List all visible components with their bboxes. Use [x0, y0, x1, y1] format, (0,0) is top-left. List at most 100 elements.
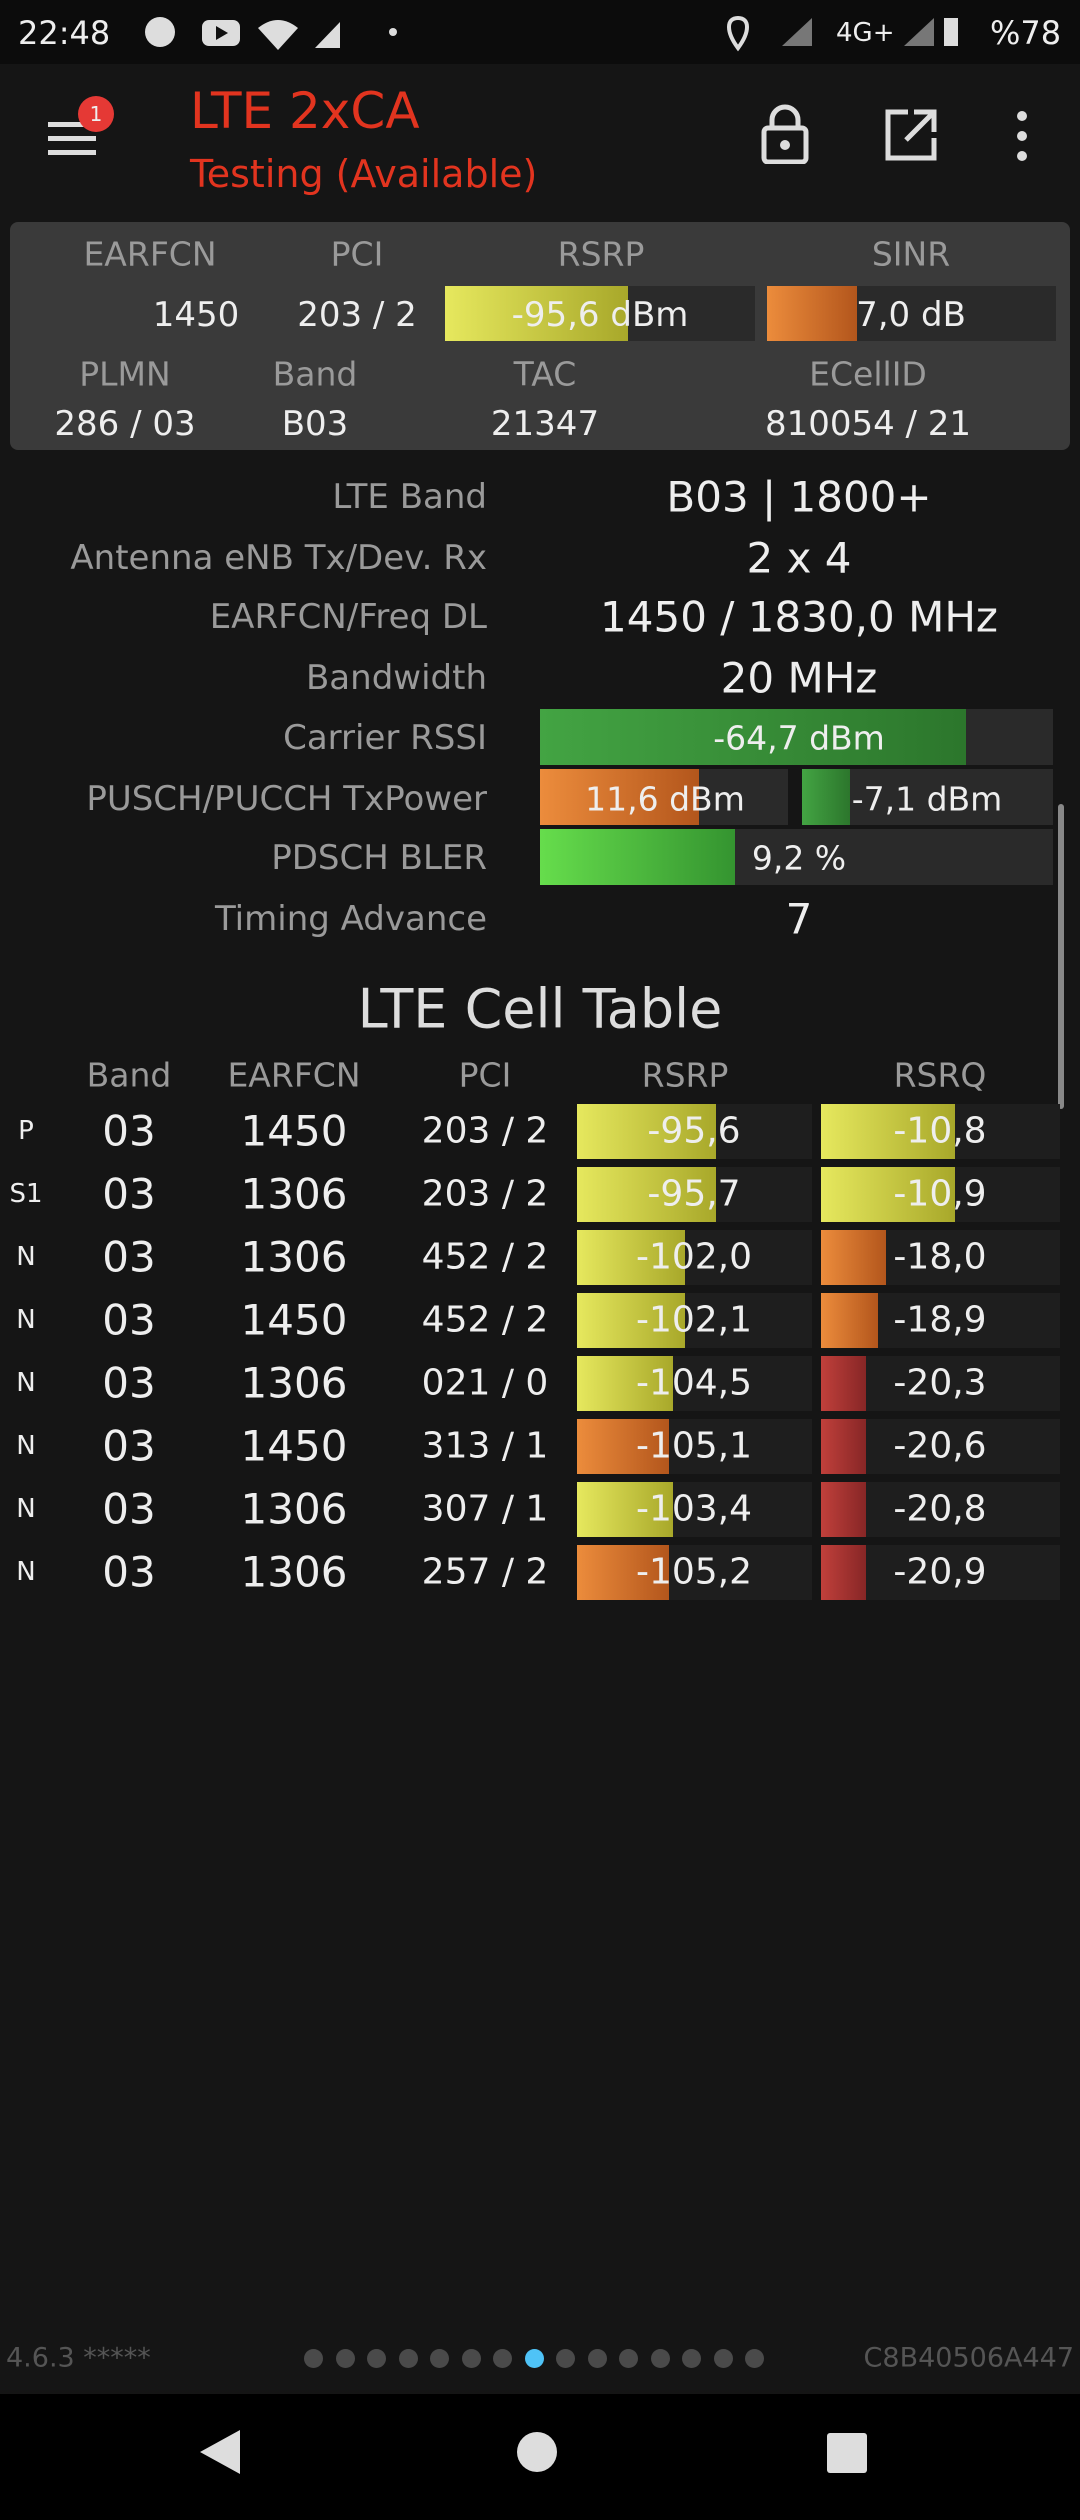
- nav-buttons: [200, 2430, 867, 2474]
- cell-type: N: [16, 1305, 36, 1335]
- info-label: EARFCN/Freq DL: [209, 597, 487, 637]
- cell: -105,1: [635, 1425, 753, 1467]
- menu-button[interactable]: [44, 110, 104, 160]
- cell: -95,6: [647, 1110, 741, 1152]
- bler-bar: [540, 829, 1053, 885]
- cell: -20,3: [893, 1362, 987, 1404]
- cell: 03: [102, 1232, 156, 1282]
- cell: -20,9: [893, 1551, 987, 1593]
- cell: 1450: [240, 1295, 348, 1345]
- scrollbar: [1058, 804, 1064, 1109]
- cell: 452 / 2: [421, 1236, 549, 1278]
- pusch-bar: [540, 769, 788, 825]
- rsrp-bar: [577, 1419, 812, 1474]
- network-type: 4G+: [836, 18, 895, 48]
- cell: 03: [102, 1421, 156, 1471]
- cell: 03: [102, 1547, 156, 1597]
- page-dot: [524, 2349, 544, 2368]
- cell: 03: [102, 1484, 156, 1534]
- cell: -10,8: [893, 1110, 987, 1152]
- cell: -102,1: [635, 1299, 753, 1341]
- title: LTE 2xCA: [190, 82, 420, 140]
- status-bar: [0, 0, 1080, 64]
- info-value: 7: [785, 894, 813, 944]
- info-value: B03 | 1800+: [666, 472, 932, 522]
- summary-value: 1450: [152, 295, 240, 335]
- rsrq-bar: [821, 1230, 1060, 1285]
- summary-value: -95,6 dBm: [511, 295, 689, 335]
- cell: 1450: [240, 1421, 348, 1471]
- summary-value: 286 / 03: [54, 404, 196, 444]
- cell: 1306: [240, 1547, 348, 1597]
- info-value: 9,2 %: [751, 838, 847, 878]
- version: 4.6.3 *****: [6, 2342, 151, 2374]
- rsrq-bar: [821, 1104, 1060, 1159]
- cell: 1306: [240, 1169, 348, 1219]
- column-header: Band: [86, 1055, 172, 1095]
- summary-label: PCI: [330, 234, 384, 274]
- status-icons: [145, 17, 397, 50]
- rsrp-bar: [577, 1293, 812, 1348]
- rsrq-bar: [821, 1482, 1060, 1537]
- summary-label: ECellID: [809, 354, 927, 394]
- page-dot: [493, 2349, 512, 2368]
- cell: -20,6: [893, 1425, 987, 1467]
- open-button[interactable]: [884, 108, 938, 162]
- sinr-bar: [767, 286, 1056, 341]
- page-dot: [619, 2349, 638, 2368]
- cell: 021 / 0: [421, 1362, 549, 1404]
- cell-type: N: [16, 1431, 36, 1461]
- cell-type: N: [16, 1242, 36, 1272]
- cell: 307 / 1: [421, 1488, 549, 1530]
- cell: -102,0: [635, 1236, 753, 1278]
- cell: 313 / 1: [421, 1425, 549, 1467]
- cell: 1306: [240, 1484, 348, 1534]
- cell: -104,5: [635, 1362, 753, 1404]
- summary-label: SINR: [871, 234, 951, 274]
- rsrq-bar: [821, 1419, 1060, 1474]
- rsrp-bar: [577, 1356, 812, 1411]
- summary-value: B03: [281, 404, 349, 444]
- rsrp-bar: [577, 1545, 812, 1600]
- page-dot: [398, 2349, 418, 2368]
- lock-button[interactable]: [760, 104, 810, 164]
- page-dot: [650, 2349, 670, 2368]
- cell: -18,9: [893, 1299, 987, 1341]
- cell: 03: [102, 1106, 156, 1156]
- rssi-bar: [540, 709, 1053, 765]
- home-button[interactable]: [517, 2432, 557, 2472]
- page-dot: [713, 2349, 733, 2368]
- cell: 1306: [240, 1358, 348, 1408]
- summary-value: 7,0 dB: [856, 295, 966, 335]
- cell: 257 / 2: [421, 1551, 549, 1593]
- page-dot: [745, 2349, 764, 2368]
- cell: -18,0: [893, 1236, 987, 1278]
- page-dot: [367, 2349, 386, 2368]
- summary-label: PLMN: [79, 354, 171, 394]
- page-dot: [587, 2349, 607, 2368]
- pucch-bar: [802, 769, 1053, 825]
- back-button[interactable]: [200, 2430, 240, 2474]
- cell-type: N: [16, 1368, 36, 1398]
- rsrq-bar: [821, 1167, 1060, 1222]
- table-title: LTE Cell Table: [357, 977, 723, 1041]
- info-value: 11,6 dBm: [585, 779, 745, 819]
- recents-button[interactable]: [827, 2433, 867, 2473]
- cell: -10,9: [893, 1173, 987, 1215]
- info-label: PUSCH/PUCCH TxPower: [86, 779, 487, 819]
- more-button[interactable]: [1010, 110, 1034, 162]
- info-value: -64,7 dBm: [713, 718, 885, 758]
- cell-type: N: [16, 1557, 36, 1587]
- rsrp-bar: [577, 1482, 812, 1537]
- cell: 03: [102, 1169, 156, 1219]
- info-value: 2 x 4: [746, 533, 852, 583]
- cell-type: P: [18, 1116, 34, 1146]
- info-label: Bandwidth: [305, 658, 487, 698]
- summary-value: 810054 / 21: [764, 404, 972, 444]
- device-id: C8B40506A447: [863, 2342, 1074, 2374]
- signal-battery: [904, 18, 958, 46]
- cell: 203 / 2: [421, 1110, 549, 1152]
- rsrp-bar: [577, 1167, 812, 1222]
- cell: 1450: [240, 1106, 348, 1156]
